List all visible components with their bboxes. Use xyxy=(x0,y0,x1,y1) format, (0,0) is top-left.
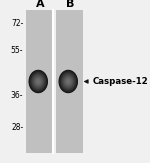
Ellipse shape xyxy=(32,74,45,89)
Ellipse shape xyxy=(37,80,40,83)
Ellipse shape xyxy=(63,75,74,88)
Ellipse shape xyxy=(28,70,48,93)
Ellipse shape xyxy=(64,77,72,86)
Ellipse shape xyxy=(33,75,44,88)
Bar xyxy=(26,10,53,153)
Text: Caspase-12: Caspase-12 xyxy=(92,77,148,86)
Ellipse shape xyxy=(65,78,71,85)
Ellipse shape xyxy=(36,78,41,85)
Ellipse shape xyxy=(33,76,43,87)
Ellipse shape xyxy=(31,73,45,90)
Ellipse shape xyxy=(29,70,48,93)
Ellipse shape xyxy=(63,74,74,89)
Ellipse shape xyxy=(34,76,43,87)
Ellipse shape xyxy=(37,80,39,83)
Bar xyxy=(56,10,83,153)
Ellipse shape xyxy=(32,74,44,89)
Ellipse shape xyxy=(36,79,40,84)
Text: B: B xyxy=(66,0,74,9)
Ellipse shape xyxy=(66,79,70,84)
Ellipse shape xyxy=(66,78,71,85)
Ellipse shape xyxy=(62,74,74,89)
Ellipse shape xyxy=(36,79,40,84)
Ellipse shape xyxy=(59,70,78,93)
Ellipse shape xyxy=(34,77,42,86)
Ellipse shape xyxy=(66,79,70,84)
Ellipse shape xyxy=(59,71,77,92)
Ellipse shape xyxy=(67,80,70,83)
Ellipse shape xyxy=(29,71,47,92)
Text: 36-: 36- xyxy=(11,91,23,100)
Ellipse shape xyxy=(65,77,72,86)
Ellipse shape xyxy=(60,72,76,91)
Ellipse shape xyxy=(58,70,78,93)
Ellipse shape xyxy=(33,74,44,89)
Ellipse shape xyxy=(61,73,75,90)
Ellipse shape xyxy=(31,72,46,91)
Ellipse shape xyxy=(64,76,73,87)
Text: 72-: 72- xyxy=(11,19,23,28)
Text: 28-: 28- xyxy=(11,123,23,133)
Ellipse shape xyxy=(63,76,73,87)
Ellipse shape xyxy=(35,77,42,86)
Ellipse shape xyxy=(61,72,76,91)
Ellipse shape xyxy=(60,71,77,92)
Text: A: A xyxy=(35,0,44,9)
Ellipse shape xyxy=(30,72,46,91)
Ellipse shape xyxy=(62,74,75,89)
Ellipse shape xyxy=(30,71,47,92)
Ellipse shape xyxy=(67,80,69,83)
Ellipse shape xyxy=(35,78,41,85)
Text: 55-: 55- xyxy=(11,46,23,55)
